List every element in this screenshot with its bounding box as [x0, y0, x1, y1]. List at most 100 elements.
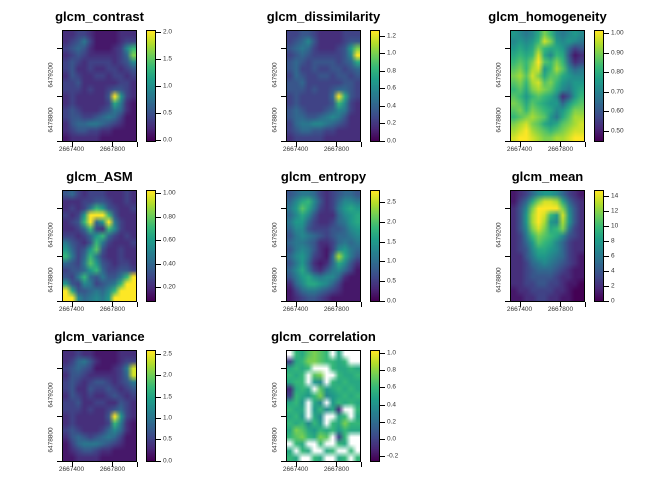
colorbar-tick: [604, 72, 609, 74]
x-axis-tick: [295, 142, 297, 147]
colorbar-tick: [604, 91, 609, 93]
colorbar-gradient: [147, 191, 155, 301]
colorbar-tick-label: 4: [611, 267, 615, 275]
colorbar-tick-label: 1.00: [611, 29, 624, 37]
colorbar-tick-label: 0.0: [163, 457, 173, 465]
x-axis-tick: [136, 462, 138, 467]
panel-title: glcm_entropy: [280, 169, 367, 184]
colorbar-gradient: [595, 31, 603, 141]
y-axis-tick: [57, 96, 62, 98]
x-tick-label: 2667800: [323, 146, 350, 153]
colorbar-tick-label: 0.4: [387, 102, 397, 110]
plot-area: [510, 30, 585, 142]
colorbar-tick: [380, 404, 385, 406]
colorbar-tick-label: 0.60: [611, 107, 624, 115]
x-tick-label: 2667800: [547, 146, 574, 153]
colorbar-tick: [156, 396, 161, 398]
colorbar-tick-label: 1.0: [387, 257, 397, 265]
y-tick-label: 6479200: [271, 382, 279, 408]
y-tick-label: 6479200: [495, 222, 503, 248]
y-axis-tick: [281, 367, 286, 369]
x-axis-tick: [295, 462, 297, 467]
colorbar-tick-label: 1.0: [163, 414, 173, 422]
panel-title: glcm_mean: [511, 169, 584, 184]
x-axis-tick: [112, 142, 114, 147]
x-axis-tick: [71, 302, 73, 307]
colorbar-tick-label: 12: [611, 207, 619, 215]
colorbar-tick: [156, 353, 161, 355]
colorbar: [370, 350, 380, 462]
panel-glcm_contrast: glcm_contrast 6479200 6478800 2667400 266780…: [0, 0, 224, 160]
colorbar-tick-label: 0.90: [611, 49, 624, 57]
colorbar-tick-label: 0.5: [163, 109, 173, 117]
y-tick-label: 6478800: [271, 426, 279, 453]
colorbar-gradient: [371, 351, 379, 461]
colorbar-tick: [380, 421, 385, 423]
colorbar-tick: [604, 255, 609, 257]
colorbar-tick-label: 1.2: [387, 32, 397, 40]
y-tick-label: 6478800: [271, 106, 279, 133]
colorbar-tick-label: 0.6: [387, 84, 397, 92]
colorbar-tick-label: 1.5: [387, 238, 397, 246]
y-axis-tick: [505, 47, 510, 49]
colorbar-tick-label: 2.5: [387, 198, 397, 206]
colorbar-tick: [380, 202, 385, 204]
x-tick-label: 2667400: [282, 306, 309, 313]
colorbar-tick: [156, 287, 161, 289]
colorbar-tick: [380, 439, 385, 441]
y-axis-tick: [57, 256, 62, 258]
y-tick-label: 6478800: [47, 426, 55, 453]
colorbar-tick-label: 1.0: [387, 349, 397, 357]
colorbar-tick-label: 2.0: [387, 218, 397, 226]
y-tick-label: 6479200: [271, 222, 279, 248]
y-axis-tick: [505, 301, 510, 302]
raster-image: [511, 31, 584, 141]
colorbar-tick: [156, 439, 161, 441]
colorbar-tick: [380, 300, 385, 302]
plot-area: [286, 350, 361, 462]
panel-title: glcm_ASM: [66, 169, 133, 184]
colorbar: [370, 30, 380, 142]
colorbar-tick: [380, 35, 385, 37]
colorbar-tick-label: 2.0: [163, 28, 173, 36]
colorbar-tick: [380, 241, 385, 243]
colorbar-tick: [156, 59, 161, 61]
colorbar-tick-label: 1.5: [163, 393, 173, 401]
y-axis-tick: [281, 461, 286, 462]
raster-image: [63, 351, 136, 461]
colorbar-tick-label: 0.60: [163, 236, 176, 244]
plot-area: [510, 190, 585, 302]
x-axis-tick: [112, 302, 114, 307]
x-axis-tick: [584, 142, 586, 147]
x-axis-tick: [336, 302, 338, 307]
colorbar-tick: [156, 86, 161, 87]
colorbar-tick-label: 8: [611, 237, 615, 245]
x-tick-label: 2667400: [58, 466, 85, 473]
colorbar-tick-label: 6: [611, 252, 615, 260]
x-tick-label: 2667800: [99, 146, 126, 153]
colorbar-tick-label: 0.0: [163, 136, 173, 144]
y-axis-tick: [57, 141, 62, 142]
panel-title: glcm_dissimilarity: [266, 9, 381, 24]
y-tick-label: 6479200: [47, 382, 55, 408]
colorbar-tick: [380, 281, 385, 283]
colorbar-tick: [604, 285, 609, 287]
colorbar-tick-label: 0.50: [611, 127, 624, 135]
colorbar: [146, 350, 156, 462]
colorbar-tick: [156, 32, 161, 34]
colorbar-tick: [380, 456, 385, 458]
colorbar-tick: [380, 105, 385, 107]
x-axis-tick: [112, 462, 114, 467]
colorbar-tick: [156, 193, 161, 195]
panel-glcm_ASM: glcm_ASM 6479200 6478800 2667400 2667800 0.20…: [0, 160, 224, 320]
colorbar-tick-label: 14: [611, 192, 619, 200]
x-tick-label: 2667800: [99, 306, 126, 313]
colorbar-tick-label: 0.2: [387, 418, 397, 426]
colorbar: [370, 190, 380, 302]
colorbar-tick: [604, 33, 609, 35]
colorbar-tick-label: 0.70: [611, 88, 624, 96]
plot-area: [62, 30, 137, 142]
panel-glcm_homogeneity: glcm_homogeneity 6479200 6478800 2667400 266…: [448, 0, 672, 160]
x-axis-tick: [560, 302, 562, 307]
